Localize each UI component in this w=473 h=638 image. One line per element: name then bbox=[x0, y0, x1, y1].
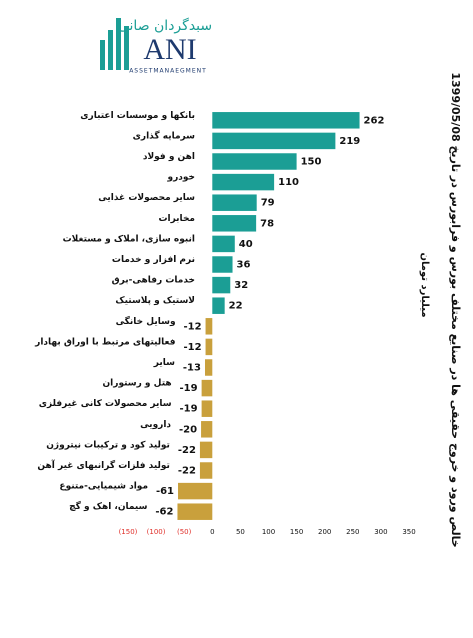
value-label: -61 bbox=[156, 486, 174, 497]
category-label: سرمایه گذاری bbox=[133, 129, 195, 141]
category-label: خودرو bbox=[166, 173, 195, 183]
logo-tagline: ASSETMANAEGMENT bbox=[129, 68, 207, 75]
category-label: نرم افزار و خدمات bbox=[112, 255, 195, 265]
x-tick-label: 300 bbox=[374, 528, 387, 536]
x-tick-label: 50 bbox=[236, 528, 245, 536]
category-label: فعالیتهای مرتبط با اوراق بهادار bbox=[34, 337, 175, 347]
x-tick-label: 350 bbox=[402, 528, 415, 536]
x-tick-label: (150) bbox=[119, 528, 138, 536]
value-label: 22 bbox=[229, 301, 243, 312]
bar bbox=[212, 276, 231, 294]
logo-bar bbox=[108, 30, 113, 70]
category-label: هتل و رستوران bbox=[103, 379, 172, 389]
category-label: سایر محصولات غذایی bbox=[98, 193, 195, 203]
logo: سبدگردان صانی ANI ASSETMANAEGMENT bbox=[100, 17, 212, 75]
category-label: مواد شیمیایی-متنوع bbox=[59, 482, 148, 492]
value-label: -12 bbox=[183, 342, 201, 353]
value-label: -12 bbox=[183, 321, 201, 332]
chart-title: خالص ورود و خروج حقیقی ها در صنایع مختلف… bbox=[448, 72, 462, 547]
category-label: مخابرات bbox=[158, 214, 195, 224]
category-label: سایر محصولات کانی غیرفلزی bbox=[39, 399, 172, 409]
x-tick-label: (50) bbox=[177, 528, 192, 536]
bar bbox=[212, 153, 297, 170]
bar bbox=[205, 318, 213, 335]
category-label: سایر bbox=[153, 358, 175, 368]
value-label: 110 bbox=[278, 177, 299, 188]
bar bbox=[212, 235, 235, 253]
x-tick-label: 250 bbox=[346, 528, 359, 536]
value-label: 219 bbox=[339, 136, 360, 147]
value-label: -19 bbox=[180, 404, 198, 415]
category-label: دارویی bbox=[140, 420, 171, 430]
bar bbox=[199, 441, 213, 459]
value-label: 36 bbox=[237, 260, 251, 271]
bar bbox=[212, 256, 233, 273]
bar bbox=[204, 359, 213, 376]
category-label: تولید فلزات گرانبهای غیر آهن bbox=[37, 459, 170, 471]
bar bbox=[212, 173, 275, 191]
value-label: 40 bbox=[239, 239, 253, 250]
bar bbox=[201, 421, 213, 438]
bar bbox=[212, 194, 257, 211]
x-tick-label: 150 bbox=[290, 528, 303, 536]
value-label: -22 bbox=[178, 445, 196, 456]
bar bbox=[201, 379, 213, 397]
bar bbox=[212, 215, 257, 232]
value-label: -13 bbox=[183, 363, 201, 374]
logo-bar bbox=[116, 18, 121, 70]
category-label: اهن و فولاد bbox=[143, 152, 195, 162]
category-label: لاستیک و پلاستیک bbox=[115, 296, 195, 306]
logo-name: سبدگردان صانی bbox=[118, 17, 212, 34]
value-label: 150 bbox=[301, 157, 322, 168]
value-label: 262 bbox=[364, 115, 385, 126]
x-tick-label: 200 bbox=[318, 528, 331, 536]
chart-subtitle: میلیارد تومان bbox=[419, 252, 430, 317]
logo-bar bbox=[100, 40, 105, 70]
value-label: -19 bbox=[180, 383, 198, 394]
category-label: سیمان، اهک و گچ bbox=[69, 500, 147, 512]
bar bbox=[199, 462, 213, 479]
x-tick-label: (100) bbox=[147, 528, 166, 536]
category-label: بانکها و موسسات اعتباری bbox=[80, 111, 195, 121]
bar bbox=[178, 482, 213, 500]
category-label: خدمات رفاهی-برق bbox=[112, 276, 195, 286]
bar bbox=[201, 400, 213, 417]
logo-bar bbox=[124, 26, 129, 70]
category-label: وسایل خانگی bbox=[116, 315, 176, 327]
bar bbox=[212, 112, 360, 129]
x-tick-label: 100 bbox=[262, 528, 275, 536]
value-label: -20 bbox=[179, 424, 197, 435]
value-label: 78 bbox=[260, 218, 274, 229]
bar bbox=[212, 297, 225, 314]
bar bbox=[205, 338, 213, 356]
x-tick-label: 0 bbox=[210, 528, 214, 536]
value-label: 32 bbox=[234, 280, 248, 291]
bar bbox=[212, 132, 336, 150]
category-label: تولید کود و ترکیبات نیتروژن bbox=[46, 440, 170, 450]
value-label: -62 bbox=[155, 507, 173, 518]
category-label: انبوه سازی، املاک و مستغلات bbox=[63, 234, 195, 244]
bar bbox=[177, 503, 213, 520]
value-label: 79 bbox=[261, 198, 275, 209]
logo-mark: ANI bbox=[143, 33, 196, 66]
value-label: -22 bbox=[178, 466, 196, 477]
